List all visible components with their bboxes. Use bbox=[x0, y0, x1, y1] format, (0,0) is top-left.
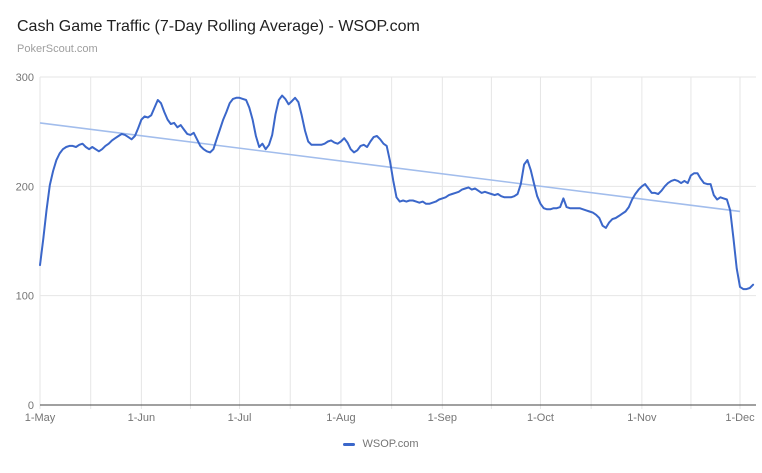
x-axis-label: 1-Jun bbox=[128, 412, 156, 424]
wsop-series-line bbox=[39, 94, 755, 291]
x-axis-label: 1-Oct bbox=[527, 412, 554, 424]
x-axis-label: 1-Jul bbox=[228, 412, 252, 424]
y-axis-label: 300 bbox=[16, 72, 34, 84]
wsop-series-legend-label: WSOP.com bbox=[362, 438, 419, 450]
x-axis-label: 1-Dec bbox=[725, 412, 755, 424]
x-axis-label: 1-May bbox=[25, 412, 56, 424]
y-axis-label: 0 bbox=[28, 400, 34, 412]
x-axis-label: 1-Nov bbox=[627, 412, 657, 424]
wsop-series-legend-marker bbox=[343, 442, 356, 446]
chart-legend: WSOP.com bbox=[0, 438, 762, 450]
chart-title: Cash Game Traffic (7-Day Rolling Average… bbox=[17, 18, 420, 35]
x-axis-label: 1-Sep bbox=[428, 412, 457, 424]
y-axis-label: 100 bbox=[16, 291, 34, 303]
x-axis-label: 1-Aug bbox=[326, 412, 355, 424]
chart-source: PokerScout.com bbox=[17, 43, 98, 55]
y-axis-label: 200 bbox=[16, 181, 34, 193]
